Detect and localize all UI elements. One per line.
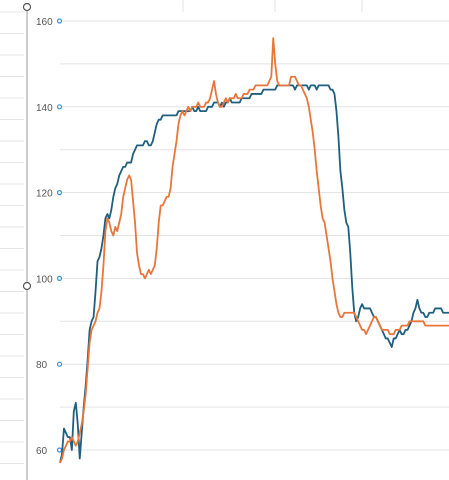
y-axis-ticks: 60 80 100 120 140 160 xyxy=(36,17,63,457)
y-tick-label: 160 xyxy=(36,17,53,28)
y-tick-label: 120 xyxy=(36,189,53,200)
resize-handle-middle[interactable] xyxy=(22,281,32,291)
y-tick-marker xyxy=(56,18,63,24)
resize-handle-top[interactable] xyxy=(22,2,32,12)
y-tick-marker xyxy=(56,190,63,196)
y-tick-marker xyxy=(56,447,63,453)
y-tick-label: 100 xyxy=(36,274,53,285)
y-tick-label: 60 xyxy=(36,446,48,457)
chart-gridlines xyxy=(60,0,449,451)
y-tick-label: 80 xyxy=(36,360,48,371)
left-row-gridlines xyxy=(0,11,24,464)
series-line-2 xyxy=(59,37,449,464)
y-tick-marker xyxy=(56,275,63,281)
y-tick-label: 140 xyxy=(36,103,53,114)
y-tick-marker xyxy=(56,104,63,110)
y-tick-marker xyxy=(56,361,63,367)
series-line-1 xyxy=(59,84,449,464)
chart-series xyxy=(59,37,449,464)
